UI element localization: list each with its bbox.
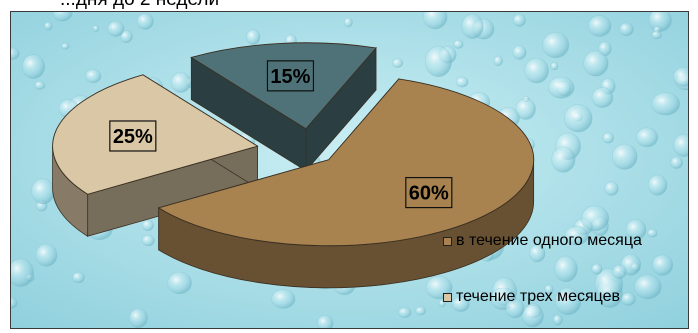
droplet xyxy=(170,72,191,93)
legend-swatch-one-month xyxy=(443,236,452,246)
droplet xyxy=(474,291,486,301)
droplet xyxy=(92,24,100,33)
droplet xyxy=(455,76,469,88)
legend-item-three-months: течение трех месяцев xyxy=(443,288,620,306)
droplet xyxy=(651,92,681,116)
droplet xyxy=(392,58,404,68)
droplet xyxy=(636,127,659,148)
droplet xyxy=(422,12,448,30)
droplet xyxy=(424,46,453,78)
droplet xyxy=(141,234,155,247)
droplet xyxy=(11,47,20,60)
droplet xyxy=(415,306,427,316)
droplet xyxy=(136,12,154,30)
droplet xyxy=(602,132,615,144)
droplet xyxy=(544,284,554,295)
droplet xyxy=(120,30,133,44)
droplet xyxy=(670,156,683,169)
droplet xyxy=(581,205,610,232)
slice-value-label: 25% xyxy=(113,126,153,148)
droplet xyxy=(548,76,575,99)
droplet xyxy=(647,174,668,196)
legend-label-three-months: течение трех месяцев xyxy=(456,288,621,305)
droplet xyxy=(550,61,559,71)
legend-swatch-three-months xyxy=(443,292,452,302)
droplet xyxy=(552,314,563,326)
chart-plot-area: 60% 25% 15% в течение одного месяца течени… xyxy=(10,11,689,329)
droplet xyxy=(43,21,53,31)
slice-labels-group: 60% 25% 15% xyxy=(109,60,453,209)
droplet xyxy=(512,45,527,60)
droplet xyxy=(493,55,503,67)
droplet xyxy=(524,57,549,84)
droplet xyxy=(85,69,102,84)
droplet xyxy=(398,307,412,318)
droplet xyxy=(651,254,674,276)
droplet xyxy=(438,299,446,308)
droplet xyxy=(591,263,603,275)
droplet xyxy=(591,87,614,108)
droplet xyxy=(316,315,334,328)
slice-label-box xyxy=(266,60,315,92)
droplet xyxy=(61,42,70,50)
slice-value-label: 60% xyxy=(409,183,449,205)
droplet xyxy=(35,243,58,267)
droplet xyxy=(673,67,688,87)
droplet xyxy=(619,22,634,37)
droplet xyxy=(52,12,73,22)
slice-label-box xyxy=(405,176,453,209)
droplet xyxy=(612,264,627,280)
droplet xyxy=(634,274,662,300)
droplet xyxy=(542,31,570,59)
header-fragment-text: ...дня до 2 недели xyxy=(60,0,219,11)
droplet xyxy=(11,297,18,309)
droplet xyxy=(563,104,593,133)
droplet xyxy=(72,271,85,284)
droplet xyxy=(34,80,46,90)
droplet xyxy=(554,255,578,283)
droplet xyxy=(587,15,612,37)
droplet xyxy=(512,13,526,27)
droplet xyxy=(343,17,353,28)
droplet xyxy=(515,98,536,120)
droplet xyxy=(128,308,148,328)
legend-label-one-month: в течение одного месяца xyxy=(456,232,642,249)
droplet xyxy=(107,20,125,37)
droplet xyxy=(453,39,464,49)
droplet xyxy=(167,271,192,295)
droplet xyxy=(611,143,638,170)
slice-label-box xyxy=(109,120,157,152)
droplet xyxy=(651,30,662,40)
droplet xyxy=(604,181,619,196)
droplet xyxy=(451,296,470,312)
droplet xyxy=(271,289,296,309)
droplet xyxy=(246,29,261,45)
droplet xyxy=(564,225,589,246)
droplet xyxy=(625,219,647,240)
droplet xyxy=(551,146,576,173)
droplet xyxy=(461,13,484,39)
droplet xyxy=(521,304,544,328)
pie-chart: 60% 25% 15% xyxy=(11,12,688,328)
droplet xyxy=(583,50,609,77)
slice-value-label: 15% xyxy=(270,66,310,88)
droplet xyxy=(673,134,688,157)
droplet xyxy=(141,219,154,232)
droplet xyxy=(11,258,35,287)
droplet xyxy=(21,54,46,79)
droplet xyxy=(31,178,55,205)
droplet xyxy=(505,298,525,319)
droplet xyxy=(621,292,636,306)
droplet xyxy=(529,244,546,263)
droplet xyxy=(554,287,582,316)
legend-item-one-month: в течение одного месяца xyxy=(443,232,642,250)
droplet xyxy=(647,228,658,238)
